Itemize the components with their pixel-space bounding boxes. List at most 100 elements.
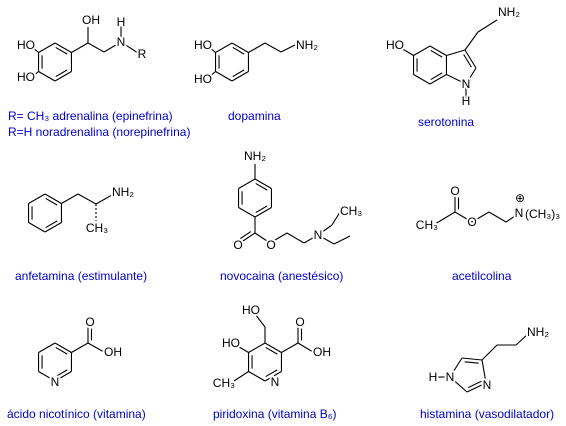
atom-label: NH₂ [112,185,134,199]
bond [286,232,305,244]
atom-label: OH [313,345,331,359]
bond [120,41,139,54]
bond [430,49,443,58]
bond [31,71,39,78]
bond [28,222,46,233]
atom-label: H [429,370,438,384]
bond [71,42,89,53]
bond [265,369,278,378]
bond [254,232,271,244]
bond [233,343,249,353]
atom-label: N [483,378,492,392]
bond [413,45,431,56]
bond [255,205,268,214]
bond [269,232,288,244]
bond [449,357,463,378]
bond [505,213,519,223]
bond [303,234,319,244]
bond [71,342,89,353]
atom-label: O [467,215,476,229]
atom-label: NH₂ [244,149,266,163]
bond [38,71,56,82]
caption: anfetamina (estimulante) [15,269,147,283]
bond [264,371,282,382]
bond [400,47,414,56]
atom-label: HO [386,38,404,52]
bond [466,382,487,393]
bond [45,197,58,206]
atom-label: O [266,238,275,252]
bond [265,346,278,355]
atom-label: R [138,47,147,61]
bond [87,342,105,353]
bond [481,359,487,384]
bond [232,69,245,78]
bond [28,193,46,204]
atom-label: OH [104,345,122,359]
bond [280,43,298,53]
bond [77,193,97,205]
bond [446,49,466,57]
atom-label: HO [194,38,212,52]
bond [38,342,56,353]
bond [465,67,477,85]
atom-label: CH₃ [416,218,438,232]
bond [54,71,72,82]
bond [333,235,351,245]
atom-label: N [271,375,280,389]
bond [471,211,490,223]
caption: serotonina [418,115,474,129]
bond [95,194,113,205]
bond [464,49,477,69]
bond [248,42,266,53]
atom-label: HO [242,303,260,317]
bond [232,46,245,55]
bond [54,342,72,353]
bond [38,371,56,382]
bond [233,371,249,382]
atom-label: N [446,370,455,384]
atom-label: NH₂ [527,325,549,339]
caption: histamina (vasodilatador) [420,407,554,421]
bond [215,42,233,53]
bond [264,42,282,53]
caption: R= CH₃ adrenalina (epinefrina) [8,109,173,123]
bond [238,207,256,218]
bond [254,313,266,328]
bond [477,19,498,33]
bond [231,42,249,53]
bond [454,211,473,223]
atom-label: CH₃ [340,204,362,218]
bond [463,54,472,68]
atom-label: (CH₃)₃ [525,207,560,221]
caption: R=H noradrenalina (norepinefrina) [8,125,190,139]
bond [413,74,431,85]
atom-label: N [51,375,60,389]
bond [434,211,456,225]
bond [54,371,72,382]
bond [208,46,216,53]
bond [239,232,256,244]
bond [281,342,299,353]
bond [254,207,272,218]
bond [208,71,216,78]
bond [31,46,39,53]
atom-label: O [85,315,94,329]
atom-label: N [515,206,524,220]
atom-label: N [117,35,126,49]
atom-label: H [117,15,126,29]
atom-label: OH [82,13,100,27]
bond [240,231,252,240]
caption: ácido nicotínico (vitamina) [7,407,146,421]
bond [103,41,122,53]
bond [55,346,68,355]
bond [254,178,272,189]
bond [55,369,68,378]
bond [468,380,482,388]
bond [481,344,498,361]
bond [255,182,268,191]
caption: acetilcolina [452,269,512,283]
caption: novocaina (anestésico) [220,269,343,283]
